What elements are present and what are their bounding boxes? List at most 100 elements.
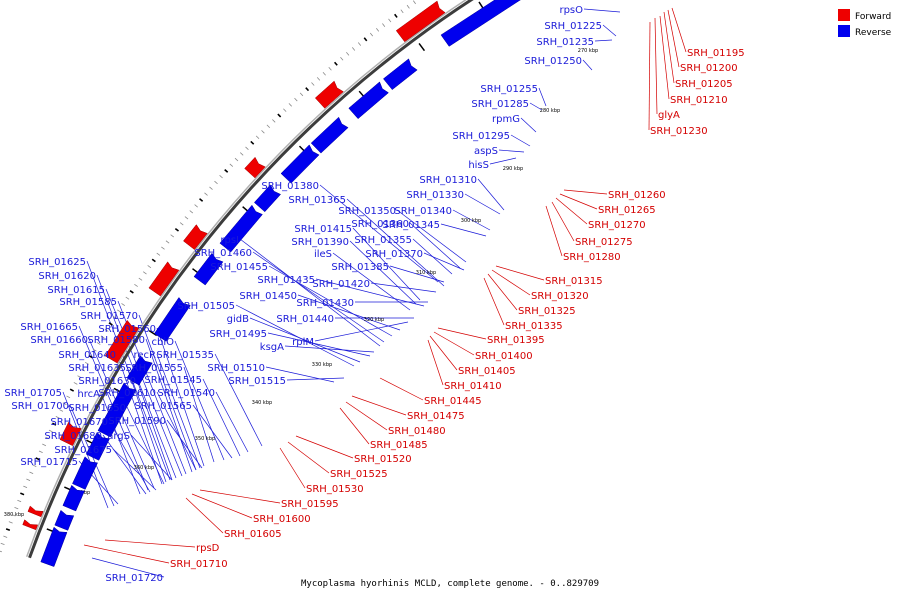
reverse-gene bbox=[54, 509, 75, 531]
reverse-connector bbox=[297, 294, 401, 331]
minor-tick bbox=[96, 342, 101, 345]
kbp-tick-label: 330 kbp bbox=[312, 362, 332, 368]
reverse-gene bbox=[219, 204, 263, 253]
minor-tick bbox=[376, 27, 380, 32]
reverse-gene bbox=[62, 484, 85, 512]
reverse-gene-label: SRH_01355 bbox=[354, 235, 412, 246]
forward-gene bbox=[314, 80, 344, 109]
kbp-tick-label: 350 kbp bbox=[195, 436, 215, 442]
forward-connector bbox=[545, 205, 563, 257]
forward-connector bbox=[563, 189, 608, 195]
reverse-connector bbox=[452, 209, 491, 231]
reverse-gene-label: SRH_01415 bbox=[294, 224, 352, 235]
reverse-connector bbox=[126, 366, 167, 483]
minor-tick bbox=[328, 66, 332, 71]
minor-tick bbox=[363, 37, 368, 42]
forward-connector bbox=[279, 447, 306, 489]
reverse-connector bbox=[156, 353, 201, 469]
forward-connector bbox=[483, 277, 505, 326]
reverse-connector bbox=[440, 223, 487, 237]
minor-tick bbox=[104, 329, 109, 332]
minor-tick bbox=[73, 382, 78, 385]
reverse-gene bbox=[310, 116, 349, 154]
legend-label-reverse: Reverse bbox=[855, 28, 892, 38]
reverse-gene bbox=[126, 355, 153, 386]
reverse-connector bbox=[423, 252, 465, 271]
minor-tick bbox=[250, 140, 255, 145]
reverse-gene-label: recR bbox=[134, 350, 157, 361]
minor-tick bbox=[294, 97, 298, 102]
reverse-gene bbox=[40, 526, 68, 567]
minor-tick bbox=[11, 514, 16, 517]
minor-tick bbox=[88, 354, 93, 359]
minor-tick bbox=[20, 492, 25, 496]
reverse-connector bbox=[145, 338, 193, 473]
forward-gene bbox=[148, 261, 180, 297]
minor-tick bbox=[261, 130, 265, 134]
reverse-gene-label: argS bbox=[107, 431, 130, 442]
minor-tick bbox=[142, 271, 147, 275]
reverse-gene-label: SRH_01435 bbox=[257, 275, 315, 286]
minor-tick bbox=[8, 521, 13, 524]
forward-gene-label: SRH_01320 bbox=[531, 291, 589, 302]
reverse-gene-label: SRH_01640 bbox=[58, 350, 116, 361]
reverse-gene-label: SRH_01650 bbox=[68, 403, 126, 414]
reverse-connector bbox=[214, 353, 263, 447]
minor-tick bbox=[5, 528, 11, 532]
minor-tick bbox=[272, 119, 276, 123]
kbp-tick-label: 290 kbp bbox=[503, 166, 523, 172]
reverse-gene-label: SRH_01545 bbox=[144, 375, 202, 386]
minor-tick bbox=[129, 290, 134, 294]
reverse-connector bbox=[174, 340, 225, 461]
reverse-connector bbox=[183, 366, 215, 463]
reverse-gene-label: SRH_01380 bbox=[261, 181, 319, 192]
reverse-gene-label: SRH_01720 bbox=[105, 573, 163, 584]
minor-tick bbox=[38, 450, 43, 454]
reverse-gene-label: SRH_01540 bbox=[157, 388, 215, 399]
forward-connector bbox=[191, 493, 253, 519]
forward-connector bbox=[667, 9, 680, 68]
minor-tick bbox=[156, 252, 161, 256]
reverse-gene-label: SRH_01630 bbox=[78, 376, 136, 387]
reverse-gene-label: SRH_01700 bbox=[11, 401, 69, 412]
reverse-connector bbox=[582, 59, 593, 71]
forward-gene bbox=[22, 519, 39, 531]
minor-tick bbox=[388, 18, 392, 23]
forward-gene-label: SRH_01270 bbox=[588, 220, 646, 231]
reverse-connector bbox=[252, 251, 385, 343]
gene-features bbox=[22, 0, 521, 567]
reverse-connector bbox=[138, 314, 197, 471]
reverse-gene-label: SRH_01365 bbox=[288, 195, 346, 206]
reverse-connector bbox=[389, 265, 445, 283]
kbp-tick-label: 280 kbp bbox=[540, 108, 560, 114]
forward-connector bbox=[648, 21, 651, 131]
forward-gene-label: SRH_01325 bbox=[518, 306, 576, 317]
reverse-connector bbox=[284, 345, 375, 353]
forward-gene bbox=[59, 421, 82, 446]
reverse-gene-label: rplM bbox=[292, 337, 314, 348]
forward-connector bbox=[345, 401, 388, 431]
forward-gene-label: SRH_01210 bbox=[670, 95, 728, 106]
minor-tick bbox=[0, 542, 5, 546]
reverse-gene bbox=[280, 144, 320, 184]
forward-connector bbox=[429, 335, 458, 371]
forward-gene-label: rpsD bbox=[196, 543, 220, 554]
forward-gene-label: SRH_01335 bbox=[505, 321, 563, 332]
forward-connector bbox=[659, 15, 670, 100]
legend-swatch-forward bbox=[838, 9, 850, 21]
minor-tick bbox=[48, 429, 53, 433]
kbp-tick-label: 310 kbp bbox=[416, 270, 436, 276]
minor-tick bbox=[245, 146, 249, 151]
kbp-tick-label: 380 kbp bbox=[4, 512, 24, 518]
kbp-ticks: 270 kbp 280 kbp 290 kbp 300 kbp 310 kbp 320 k… bbox=[0, 0, 598, 553]
reverse-connector bbox=[286, 377, 345, 381]
reverse-connector bbox=[108, 420, 151, 493]
forward-gene-label: SRH_01195 bbox=[687, 48, 745, 59]
genome-backbone bbox=[25, 0, 474, 559]
reverse-connector bbox=[349, 240, 417, 305]
reverse-connector bbox=[116, 353, 163, 485]
forward-connector bbox=[495, 265, 545, 281]
reverse-connector bbox=[602, 24, 617, 37]
forward-connector bbox=[491, 269, 531, 296]
